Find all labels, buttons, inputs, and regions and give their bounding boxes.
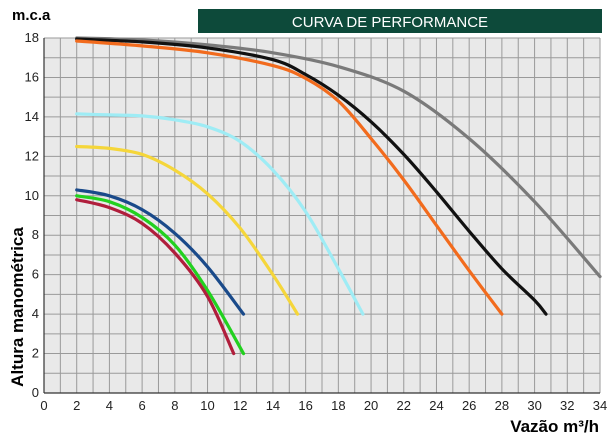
- x-tick-label: 34: [593, 398, 607, 413]
- series-line-8: [75, 198, 236, 356]
- x-tick-label: 4: [106, 398, 113, 413]
- x-tick-label: 14: [266, 398, 280, 413]
- series-line-6: [75, 188, 246, 316]
- x-tick-label: 18: [331, 398, 345, 413]
- y-axis-unit: m.c.a: [12, 7, 51, 24]
- y-tick-label: 8: [32, 227, 39, 242]
- y-tick-label: 12: [25, 148, 39, 163]
- x-tick-label: 22: [397, 398, 411, 413]
- series-line-5: [75, 144, 300, 316]
- series-line-1: [75, 36, 602, 279]
- x-tick-label: 24: [429, 398, 443, 413]
- y-tick-label: 4: [32, 306, 39, 321]
- series-line-3: [75, 39, 504, 316]
- y-tick-label: 14: [25, 109, 39, 124]
- chart-title: CURVA DE PERFORMANCE: [292, 14, 488, 31]
- x-tick-label: 8: [171, 398, 178, 413]
- x-tick-label: 6: [139, 398, 146, 413]
- series-line-4: [75, 112, 365, 316]
- x-tick-label: 2: [73, 398, 80, 413]
- y-tick-label: 6: [32, 267, 39, 282]
- x-tick-label: 28: [495, 398, 509, 413]
- y-tick-label: 0: [32, 385, 39, 400]
- x-tick-label: 10: [200, 398, 214, 413]
- y-axis-label: Altura manométrica: [8, 227, 27, 387]
- x-tick-label: 0: [40, 398, 47, 413]
- y-tick-label: 10: [25, 188, 39, 203]
- x-tick-label: 32: [560, 398, 574, 413]
- series-line-2: [75, 37, 548, 316]
- x-tick-label: 20: [364, 398, 378, 413]
- x-tick-label: 12: [233, 398, 247, 413]
- title-banner: [198, 9, 602, 33]
- y-tick-label: 18: [25, 30, 39, 45]
- series-line-7: [75, 194, 246, 356]
- y-tick-label: 16: [25, 69, 39, 84]
- x-axis-label: Vazão m³/h: [510, 417, 599, 436]
- y-tick-label: 2: [32, 346, 39, 361]
- x-tick-label: 26: [462, 398, 476, 413]
- x-tick-label: 16: [298, 398, 312, 413]
- x-tick-label: 30: [527, 398, 541, 413]
